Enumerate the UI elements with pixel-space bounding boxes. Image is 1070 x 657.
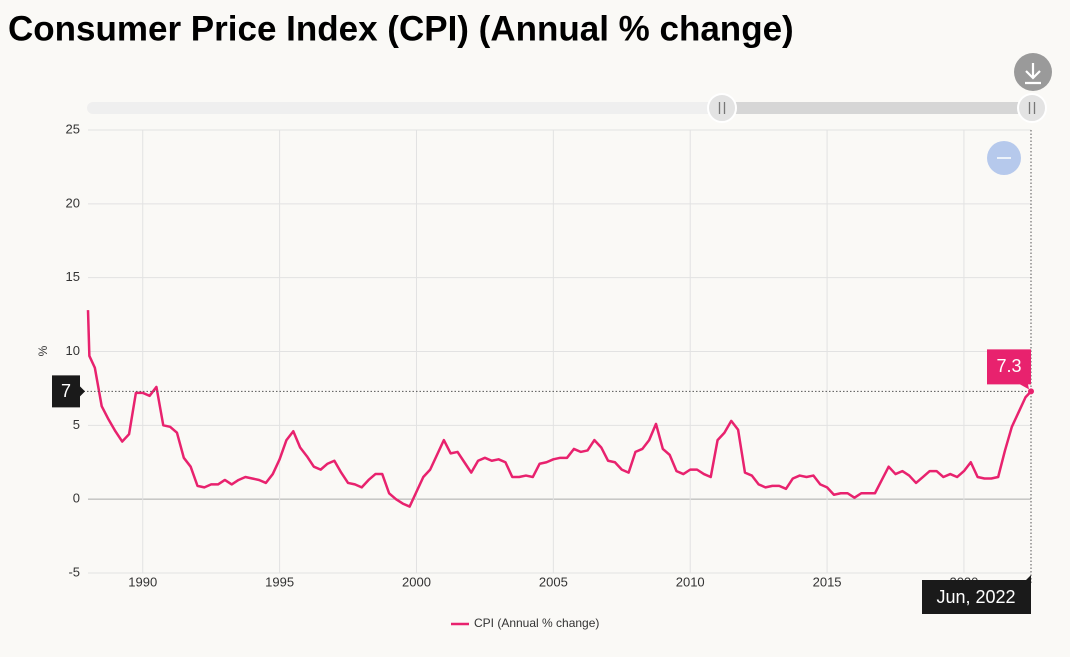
plot-area [86,310,1032,508]
download-button[interactable] [1014,53,1052,91]
y-tick-label: 10 [66,343,80,358]
slider-selection [722,102,1032,114]
x-readout-box [922,575,1031,614]
slider-handle[interactable] [707,93,737,123]
y-tick-label: -5 [68,564,80,579]
y-readout-box [52,375,85,408]
overlay: CPI (Annual % change) 7 Jun, 2022 7.3 [52,130,1034,630]
x-tick-label: 2005 [539,574,568,589]
y-tick-label: 0 [73,491,80,506]
grid: -505101520251990199520002005201020152020 [66,121,1031,589]
y-tick-label: 5 [73,417,80,432]
handle-grip [718,102,726,114]
series-line [86,310,1032,508]
y-tick-label: 25 [66,121,80,136]
y-tick-label: 15 [66,269,80,284]
y-tick-label: 20 [66,195,80,210]
handle-grip [1028,102,1036,114]
legend-label: CPI (Annual % change) [474,616,599,630]
x-tick-label: 2010 [676,574,705,589]
x-tick-label: 1995 [265,574,294,589]
y-axis-label: % [36,345,50,356]
value-tooltip-box [987,349,1031,390]
x-tick-label: 2015 [813,574,842,589]
slider-handle[interactable] [1017,93,1047,123]
x-tick-label: 1990 [128,574,157,589]
zoom-out-button[interactable] [987,141,1021,175]
x-readout-label: Jun, 2022 [936,587,1015,607]
x-tick-label: 2000 [402,574,431,589]
chart-title: Consumer Price Index (CPI) (Annual % cha… [8,9,794,48]
range-slider[interactable] [87,93,1047,123]
value-tooltip-label: 7.3 [996,356,1021,376]
hover-point [1028,388,1034,395]
download-icon [1025,63,1041,85]
y-readout-label: 7 [61,381,71,401]
